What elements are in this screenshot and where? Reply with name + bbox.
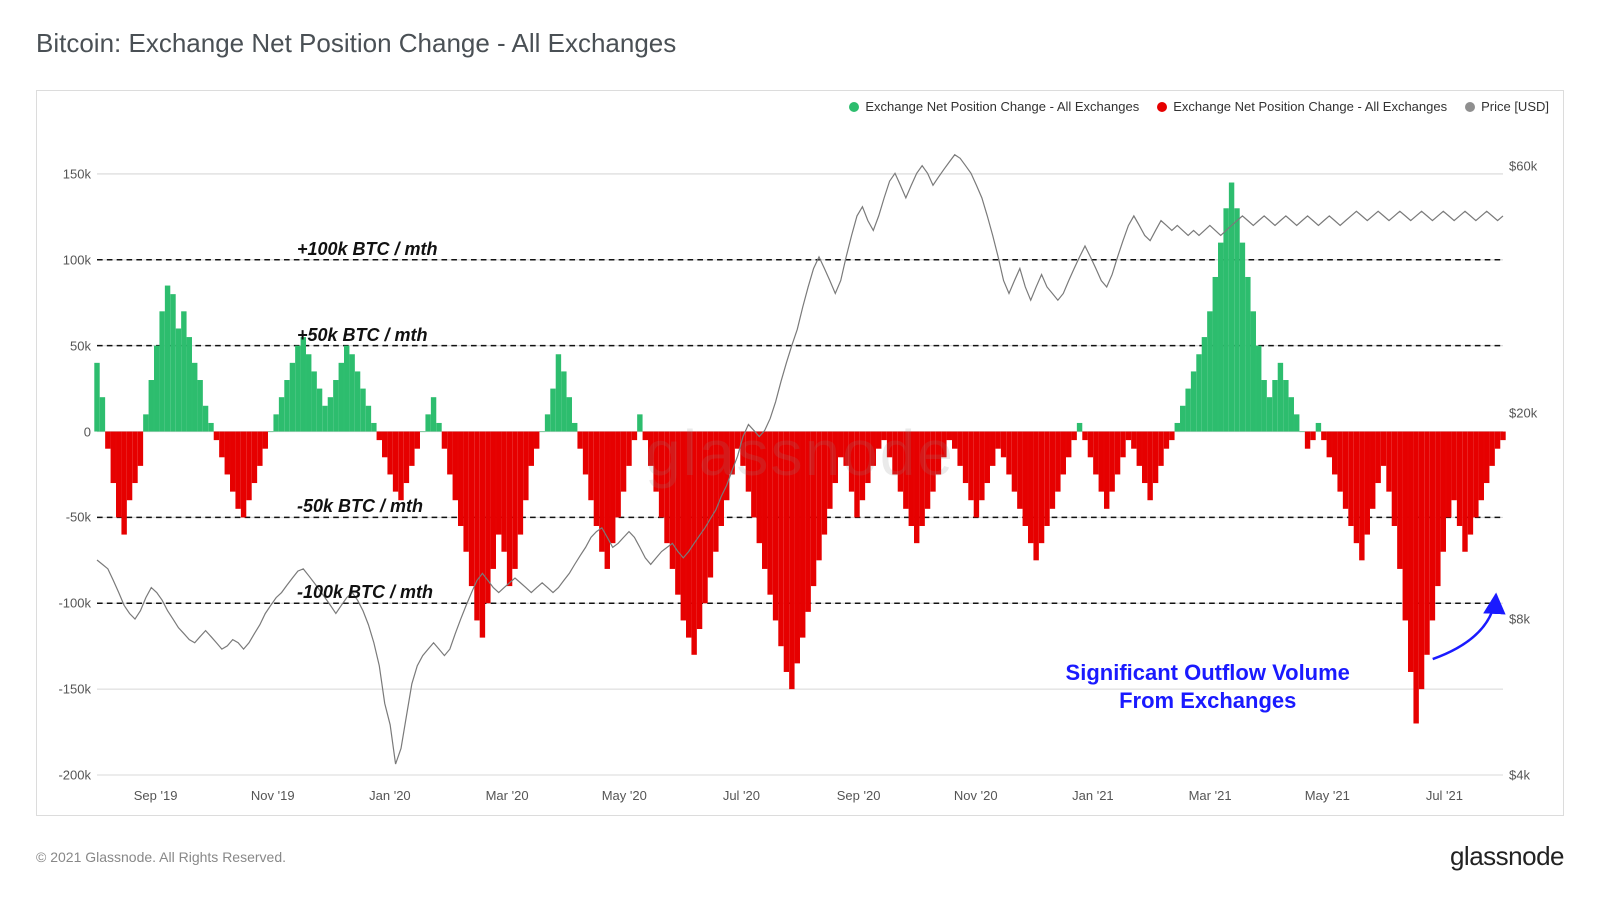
footer: © 2021 Glassnode. All Rights Reserved. g… bbox=[36, 841, 1564, 872]
legend-item-pos: Exchange Net Position Change - All Excha… bbox=[849, 99, 1139, 114]
y-left-tick: -100k bbox=[41, 596, 91, 611]
legend: Exchange Net Position Change - All Excha… bbox=[849, 99, 1549, 114]
x-tick: Nov '19 bbox=[251, 788, 295, 803]
reference-label: +100k BTC / mth bbox=[297, 239, 438, 260]
x-tick: Nov '20 bbox=[954, 788, 998, 803]
chart-title: Bitcoin: Exchange Net Position Change - … bbox=[0, 0, 1600, 59]
legend-item-neg: Exchange Net Position Change - All Excha… bbox=[1157, 99, 1447, 114]
chart-frame: Exchange Net Position Change - All Excha… bbox=[36, 90, 1564, 816]
y-left-tick: 0 bbox=[41, 424, 91, 439]
x-tick: Mar '20 bbox=[486, 788, 529, 803]
y-left-tick: 150k bbox=[41, 166, 91, 181]
y-right-tick: $60k bbox=[1509, 158, 1557, 173]
legend-label-pos: Exchange Net Position Change - All Excha… bbox=[865, 99, 1139, 114]
annotation-text: Significant Outflow VolumeFrom Exchanges bbox=[1066, 659, 1350, 714]
reference-label: -100k BTC / mth bbox=[297, 582, 433, 603]
x-tick: Sep '19 bbox=[134, 788, 178, 803]
x-tick: May '21 bbox=[1305, 788, 1350, 803]
y-right-tick: $8k bbox=[1509, 612, 1557, 627]
x-tick: Jul '20 bbox=[723, 788, 760, 803]
brand-logo: glassnode bbox=[1450, 841, 1564, 872]
y-left-tick: -50k bbox=[41, 510, 91, 525]
reference-label: +50k BTC / mth bbox=[297, 325, 428, 346]
legend-dot-red bbox=[1157, 102, 1167, 112]
reference-label: -50k BTC / mth bbox=[297, 496, 423, 517]
legend-label-price: Price [USD] bbox=[1481, 99, 1549, 114]
copyright-text: © 2021 Glassnode. All Rights Reserved. bbox=[36, 849, 286, 865]
plot-area: glassnode -200k-150k-100k-50k050k100k150… bbox=[97, 131, 1503, 775]
y-left-tick: 100k bbox=[41, 252, 91, 267]
y-left-tick: 50k bbox=[41, 338, 91, 353]
y-left-tick: -150k bbox=[41, 682, 91, 697]
x-tick: Jul '21 bbox=[1426, 788, 1463, 803]
legend-item-price: Price [USD] bbox=[1465, 99, 1549, 114]
legend-dot-grey bbox=[1465, 102, 1475, 112]
x-tick: Jan '21 bbox=[1072, 788, 1114, 803]
y-left-tick: -200k bbox=[41, 768, 91, 783]
x-tick: Sep '20 bbox=[837, 788, 881, 803]
legend-dot-green bbox=[849, 102, 859, 112]
x-tick: May '20 bbox=[602, 788, 647, 803]
x-tick: Mar '21 bbox=[1189, 788, 1232, 803]
y-right-tick: $20k bbox=[1509, 405, 1557, 420]
legend-label-neg: Exchange Net Position Change - All Excha… bbox=[1173, 99, 1447, 114]
x-tick: Jan '20 bbox=[369, 788, 411, 803]
y-right-tick: $4k bbox=[1509, 768, 1557, 783]
